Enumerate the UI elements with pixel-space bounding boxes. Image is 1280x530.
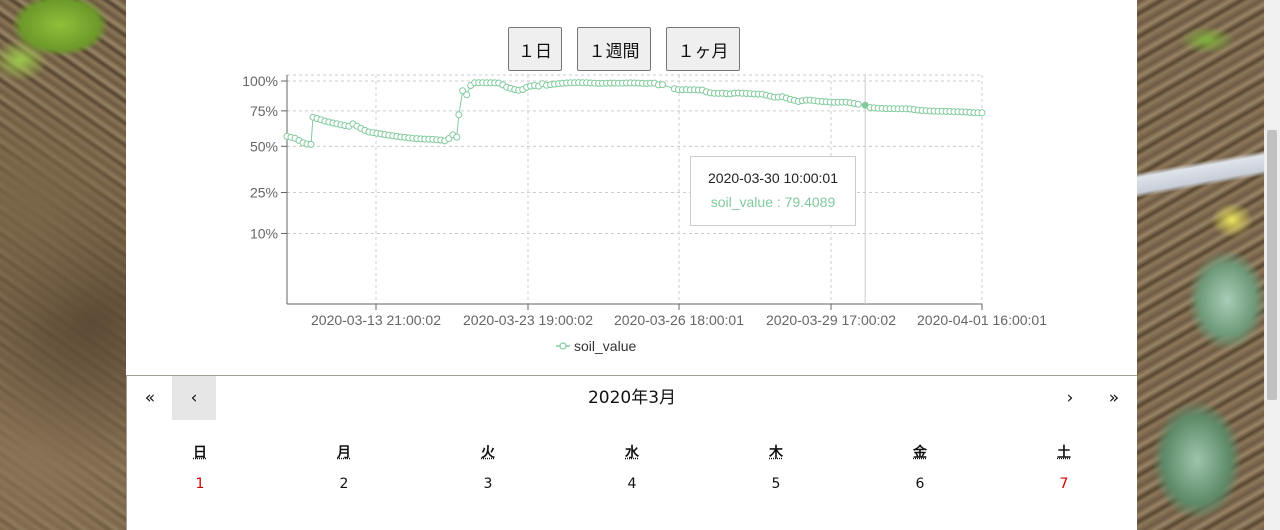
data-point xyxy=(459,87,467,95)
prev-year-button[interactable]: « xyxy=(128,376,172,420)
main-panel: １日 １週間 １ヶ月 2020-03-13 21:00:02 2020-03-23… xyxy=(126,0,1137,530)
y-tick-label: 50% xyxy=(250,138,278,154)
calendar-weekday-row: 日 月 火 水 木 金 土 xyxy=(128,442,1136,462)
tooltip-timestamp: 2020-03-30 10:00:01 xyxy=(708,170,838,186)
x-tick-label: 2020-03-23 19:00:02 xyxy=(463,312,593,328)
next-year-button[interactable]: » xyxy=(1092,376,1136,420)
weekday-sun: 日 xyxy=(193,445,207,461)
y-tick-label: 10% xyxy=(250,225,278,241)
calendar-day[interactable]: 4 xyxy=(627,476,637,492)
prev-month-button[interactable]: ‹ xyxy=(172,376,216,420)
background-photo-right xyxy=(1137,0,1264,530)
calendar-day[interactable]: 7 xyxy=(1059,476,1069,492)
scrollbar-thumb[interactable] xyxy=(1267,130,1277,400)
calendar-day[interactable]: 2 xyxy=(339,476,349,492)
next-month-button[interactable]: › xyxy=(1048,376,1092,420)
range-1day-button[interactable]: １日 xyxy=(508,27,562,71)
legend-label: soil_value xyxy=(574,338,637,354)
data-point xyxy=(307,140,315,148)
y-tick-label: 75% xyxy=(250,103,278,119)
calendar-month-label[interactable]: 2020年3月 xyxy=(587,388,677,408)
data-point xyxy=(463,91,471,99)
calendar-day[interactable]: 1 xyxy=(195,476,205,492)
data-point xyxy=(453,133,461,141)
tooltip-value: soil_value : 79.4089 xyxy=(710,194,836,210)
data-point xyxy=(659,81,666,89)
x-tick-label: 2020-04-01 16:00:01 xyxy=(917,312,1047,328)
data-point xyxy=(455,111,463,119)
chart-tooltip: 2020-03-30 10:00:01 soil_value : 79.4089 xyxy=(690,156,856,226)
calendar: « ‹ 2020年3月 › » 日 月 火 水 木 金 土 1 2 3 4 5 … xyxy=(126,375,1137,530)
data-point xyxy=(854,100,862,108)
background-photo-left xyxy=(0,0,126,530)
range-button-group: １日 １週間 １ヶ月 xyxy=(126,27,1137,71)
calendar-navigation: « ‹ 2020年3月 › » xyxy=(127,376,1137,420)
weekday-tue: 火 xyxy=(481,445,495,461)
y-tick-label: 100% xyxy=(242,73,278,89)
x-tick-label: 2020-03-29 17:00:02 xyxy=(766,312,896,328)
weekday-sat: 土 xyxy=(1057,445,1071,461)
x-tick-label: 2020-03-13 21:00:02 xyxy=(311,312,441,328)
y-tick-label: 25% xyxy=(250,185,278,201)
weekday-wed: 水 xyxy=(625,445,639,461)
calendar-day[interactable]: 5 xyxy=(771,476,781,492)
page-scrollbar[interactable] xyxy=(1264,0,1280,530)
calendar-day-row: 1 2 3 4 5 6 7 xyxy=(128,476,1136,496)
x-tick-label: 2020-03-26 18:00:01 xyxy=(614,312,744,328)
calendar-day[interactable]: 6 xyxy=(915,476,925,492)
calendar-day[interactable]: 3 xyxy=(483,476,493,492)
weekday-mon: 月 xyxy=(337,445,351,461)
weekday-thu: 木 xyxy=(769,445,783,461)
legend-line-icon xyxy=(556,342,570,350)
range-1week-button[interactable]: １週間 xyxy=(577,27,651,71)
soil-value-line-chart: 2020-03-13 21:00:02 2020-03-23 19:00:02 20… xyxy=(242,73,1047,328)
weekday-fri: 金 xyxy=(913,445,927,461)
chart-legend[interactable]: soil_value xyxy=(556,338,636,354)
data-point xyxy=(978,109,986,117)
range-1month-button[interactable]: １ヶ月 xyxy=(666,27,740,71)
